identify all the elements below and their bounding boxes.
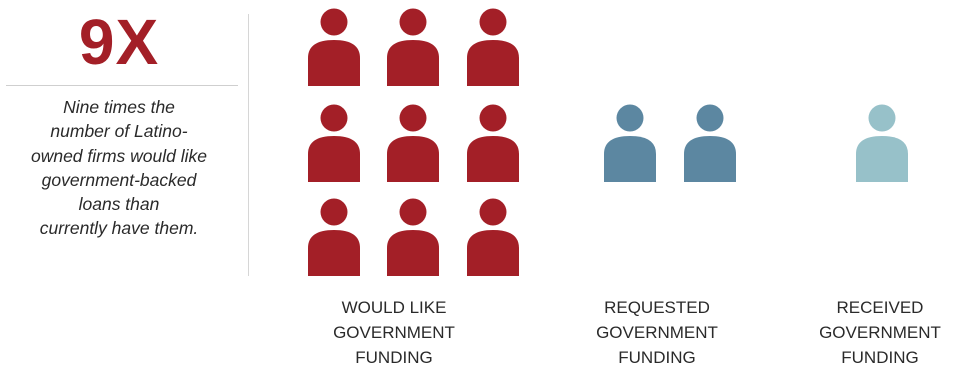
vertical-divider [248,14,249,276]
caption-line-4: government-backed [41,169,197,190]
person-icon-would-like-3 [467,8,519,86]
person-icon-would-like-7 [308,198,360,276]
person-icon-would-like-6 [467,104,519,182]
caption-line-3: owned firms would like [30,145,208,166]
group-label-would-like: WOULD LIKE GOVERNMENT FUNDING [324,295,464,370]
person-icon-requested-1 [604,104,656,182]
group-label-would-like-line-3: FUNDING [355,348,433,367]
group-label-would-like-line-1: WOULD LIKE [341,298,447,317]
caption-line-2: number of Latino- [50,121,188,142]
group-label-requested-line-2: GOVERNMENT [596,323,718,342]
headline-multiplier: 9X [78,6,160,78]
group-label-would-like-line-2: GOVERNMENT [333,323,455,342]
group-label-requested: REQUESTED GOVERNMENT FUNDING [587,295,727,370]
group-label-requested-line-1: REQUESTED [604,298,710,317]
person-icon-would-like-9 [467,198,519,276]
person-icon-received-1 [856,104,908,182]
caption-line-6: currently have them. [39,218,199,239]
person-icon-would-like-2 [387,8,439,86]
person-icon-would-like-8 [387,198,439,276]
group-label-requested-line-3: FUNDING [618,348,696,367]
person-icon-requested-2 [684,104,736,182]
group-label-received: RECEIVED GOVERNMENT FUNDING [810,295,950,370]
group-label-received-line-1: RECEIVED [836,298,924,317]
headline-divider [6,85,238,86]
group-label-received-line-2: GOVERNMENT [819,323,941,342]
caption-line-1: Nine times the [63,97,175,117]
person-icon-would-like-1 [308,8,360,86]
person-icon-would-like-4 [308,104,360,182]
person-icon-would-like-5 [387,104,439,182]
caption: Nine times the number of Latino- owned f… [0,95,238,241]
caption-line-5: loans than [78,194,160,215]
group-label-received-line-3: FUNDING [841,348,919,367]
